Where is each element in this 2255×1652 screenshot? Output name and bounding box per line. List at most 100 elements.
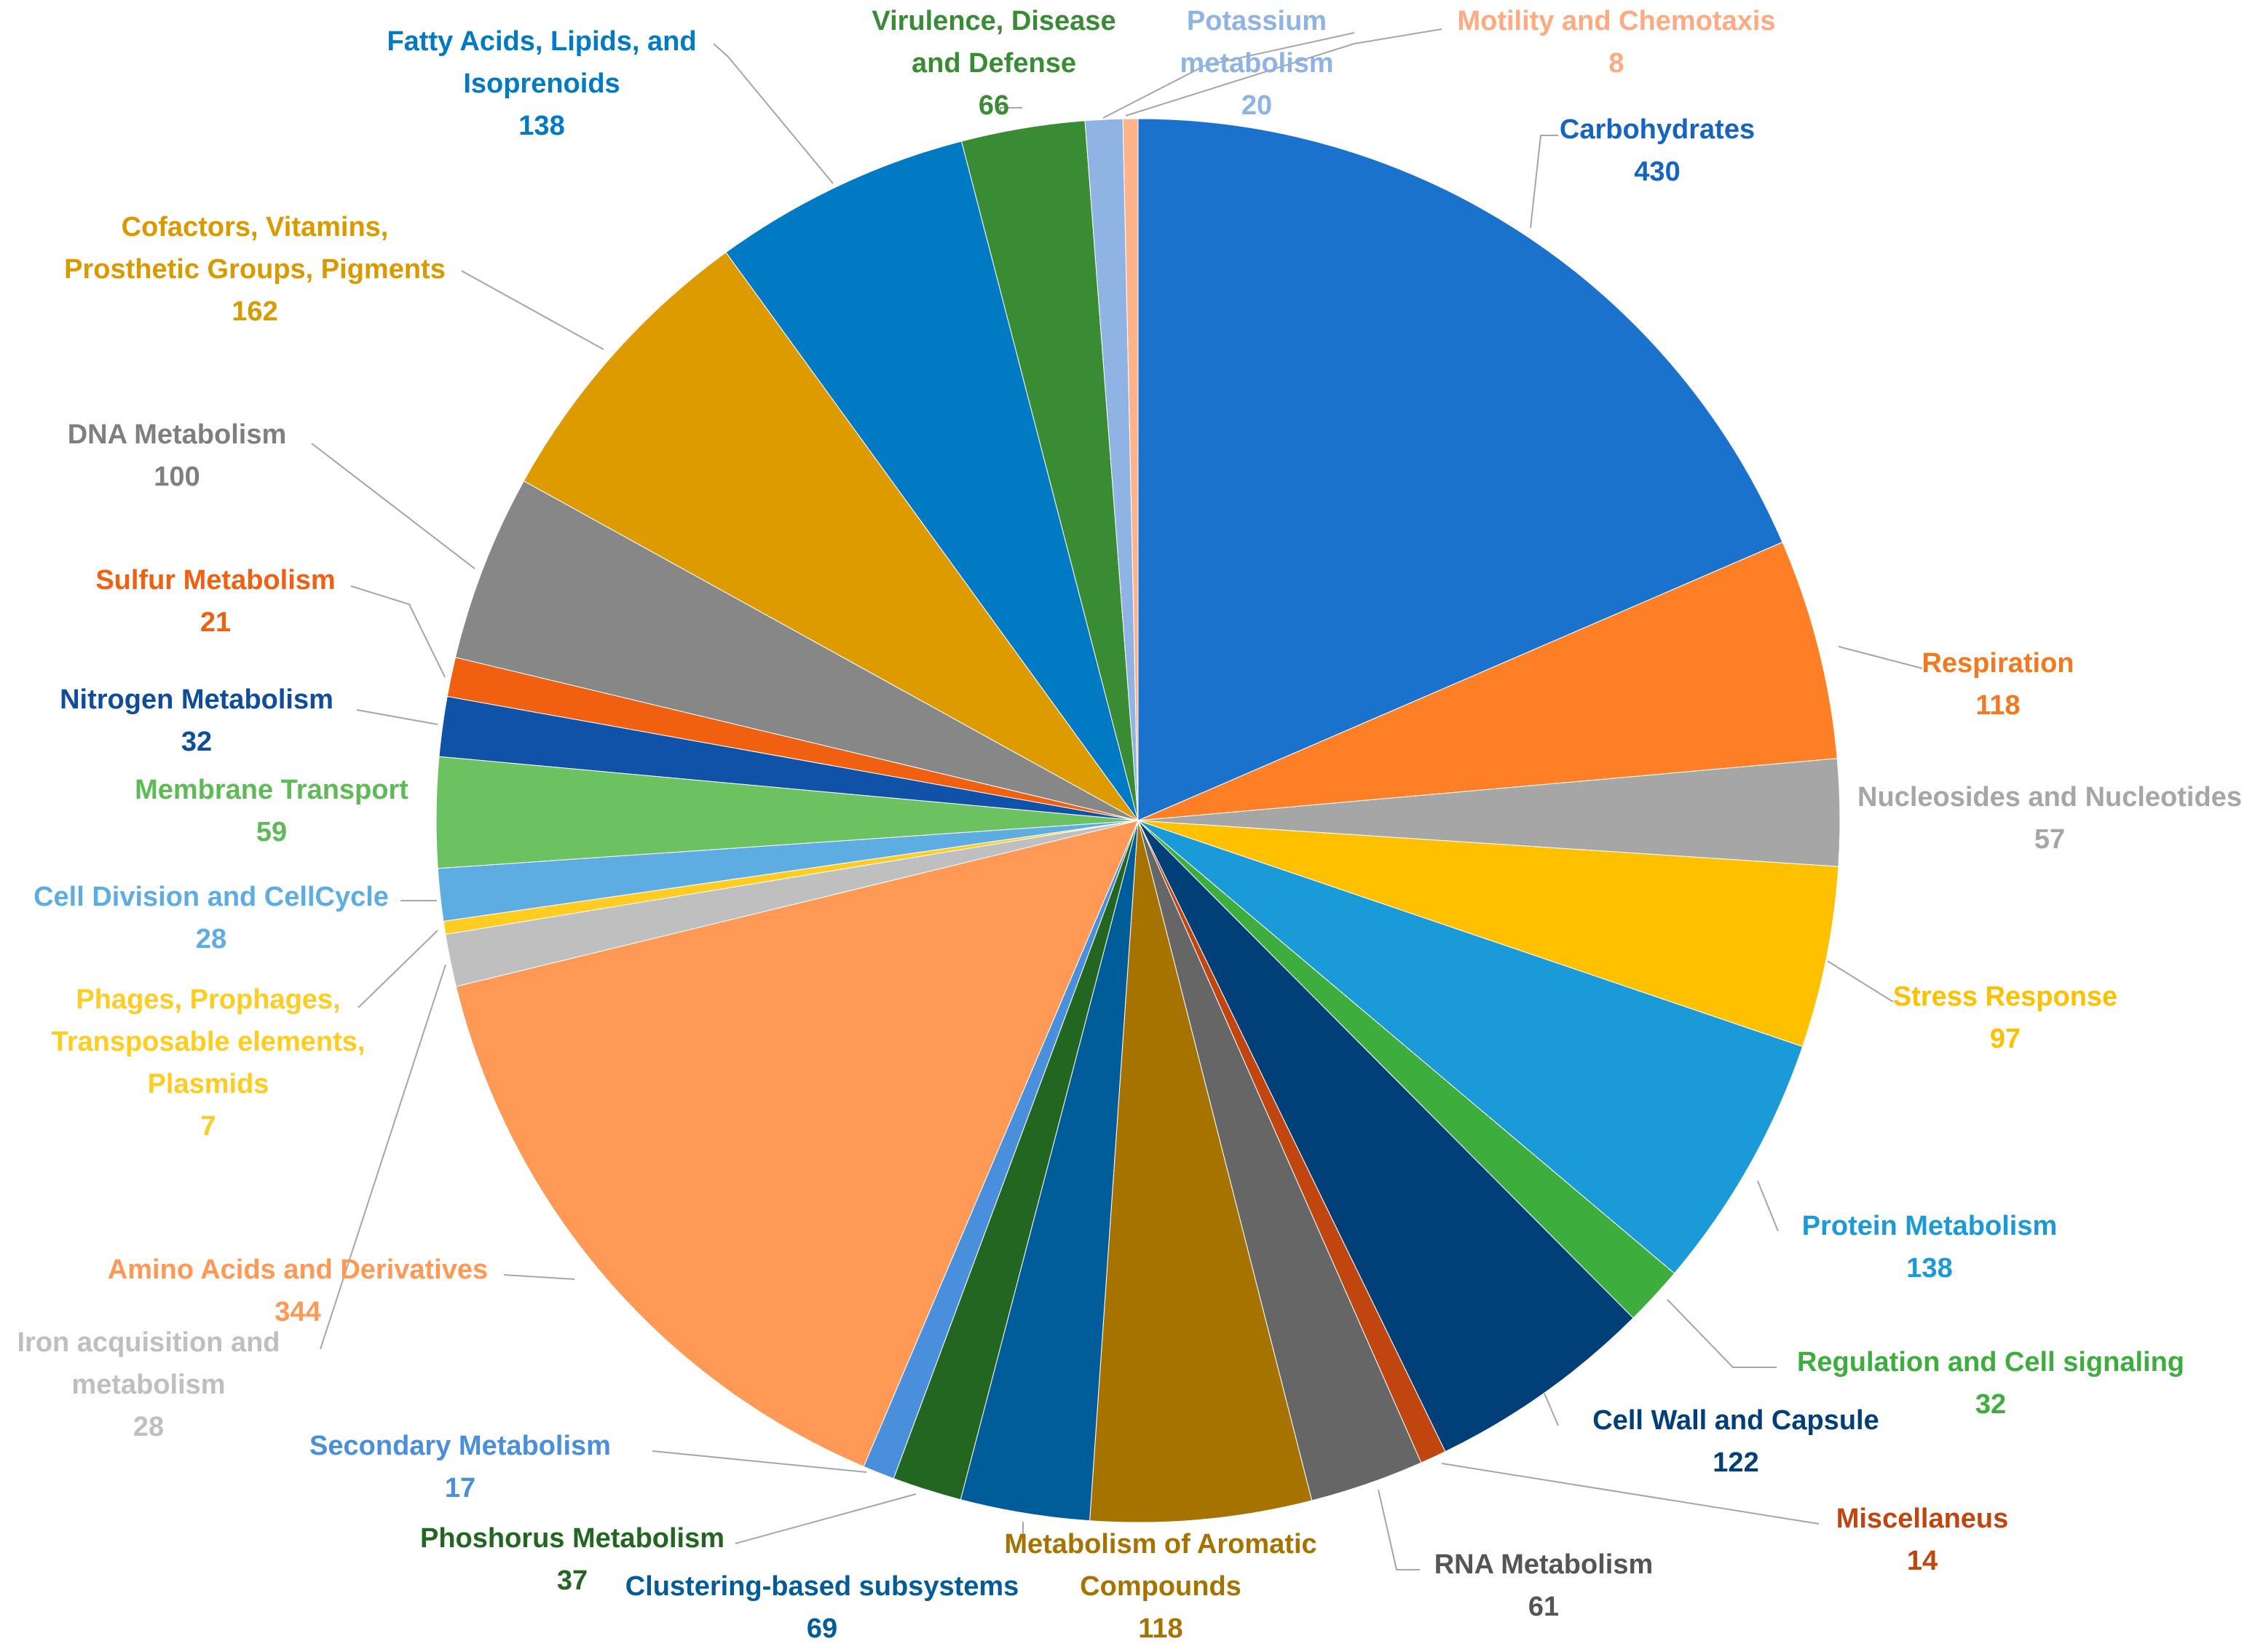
slice-label: Protein Metabolism 138 (1802, 1211, 2058, 1284)
pie-slice (725, 141, 1139, 821)
slice-label: Nitrogen Metabolism 32 (60, 684, 333, 757)
slice-name: Carbohydrates (1560, 114, 1755, 145)
pie-slice (1137, 820, 1839, 1048)
slice-name: Respiration (1922, 648, 2074, 679)
slice-label: Amino Acids and Derivatives 344 (108, 1254, 488, 1327)
leader-line (1530, 135, 1558, 229)
slice-value: 32 (1975, 1389, 2006, 1420)
slice-value: 57 (2034, 824, 2065, 855)
leader-line (1838, 646, 1923, 669)
slice-value: 32 (181, 727, 212, 757)
slice-value: 97 (1990, 1024, 2021, 1054)
pie-slice (1122, 118, 1139, 821)
slice-name: Virulence, Disease (872, 6, 1115, 36)
slice-name: Cell Division and CellCycle (33, 882, 389, 912)
slice-label: Respiration 118 (1922, 648, 2074, 721)
leader-line (461, 270, 604, 350)
slice-name: Prosthetic Groups, Pigments (64, 254, 446, 285)
slice-name: RNA Metabolism (1434, 1549, 1654, 1580)
slice-label: Membrane Transport 59 (135, 775, 408, 847)
slice-name: Sulfur Metabolism (95, 565, 335, 596)
slice-name: Isoprenoids (463, 68, 620, 99)
pie-slice (1137, 118, 1783, 821)
slice-name: metabolism (1180, 48, 1333, 79)
slice-name: Nitrogen Metabolism (60, 684, 333, 715)
slice-name: Compounds (1080, 1571, 1241, 1602)
slice-label: Secondary Metabolism 17 (309, 1431, 611, 1503)
leader-line (503, 1274, 575, 1280)
slice-label: Cell Wall and Capsule 122 (1592, 1405, 1879, 1478)
slice-value: 37 (557, 1565, 588, 1596)
slice-value: 7 (200, 1111, 216, 1142)
slice-name: Motility and Chemotaxis (1457, 6, 1775, 36)
slice-label: Clustering-based subsystems 69 (625, 1571, 1019, 1644)
leader-line (1000, 107, 1022, 114)
slice-name: Fatty Acids, Lipids, and (387, 26, 696, 57)
slice-label: Cell Division and CellCycle 28 (33, 882, 389, 955)
pie-slice (1137, 820, 1804, 1274)
slice-name: Regulation and Cell signaling (1797, 1347, 2184, 1378)
pie-slice (1137, 820, 1634, 1453)
slice-value: 118 (1975, 690, 2020, 721)
leader-line (350, 585, 446, 678)
slice-label: DNA Metabolism 100 (68, 419, 287, 492)
slice-value: 28 (133, 1412, 164, 1442)
slice-name: Secondary Metabolism (309, 1431, 611, 1461)
slice-value: 344 (275, 1297, 320, 1327)
slice-name: Metabolism of Aromatic (1004, 1529, 1316, 1560)
pie-slice (1089, 820, 1313, 1523)
leader-line (713, 43, 834, 184)
slice-value: 20 (1241, 90, 1272, 121)
pie-slice (455, 820, 1139, 1467)
pie-slice (523, 251, 1139, 821)
slice-name: Clustering-based subsystems (625, 1571, 1019, 1602)
pie-slice (1137, 542, 1838, 821)
slice-label: Phoshorus Metabolism 37 (420, 1523, 724, 1596)
slice-label: Iron acquisition and metabolism 28 (17, 1327, 280, 1442)
slice-label: Virulence, Disease and Defense 66 (872, 6, 1115, 121)
slice-value: 100 (154, 462, 200, 492)
slice-value: 66 (979, 90, 1009, 121)
slice-value: 162 (232, 296, 277, 327)
pie-slice (454, 480, 1139, 821)
slice-label: Motility and Chemotaxis 8 (1457, 6, 1775, 79)
slice-value: 28 (196, 924, 226, 955)
slice-name: Protein Metabolism (1802, 1211, 2058, 1241)
slice-name: Iron acquisition and (17, 1327, 280, 1358)
slice-value: 61 (1528, 1592, 1559, 1622)
slice-name: Stress Response (1893, 981, 2117, 1012)
leader-line (652, 1450, 867, 1473)
slice-label: Regulation and Cell signaling 32 (1797, 1347, 2184, 1420)
leader-line (1378, 1489, 1420, 1570)
slice-value: 14 (1907, 1546, 1938, 1576)
slice-labels: Carbohydrates 430 Respiration 118 Nucleoside… (17, 6, 2241, 1644)
slice-label: Stress Response 97 (1893, 981, 2117, 1054)
slice-name: and Defense (912, 48, 1076, 79)
slice-value: 21 (200, 607, 231, 638)
slice-label: Nucleosides and Nucleotides 57 (1857, 782, 2242, 855)
leader-line (1827, 960, 1894, 1003)
slice-label: RNA Metabolism 61 (1434, 1549, 1654, 1622)
slice-value: 138 (518, 111, 564, 141)
leader-line (735, 1493, 917, 1544)
slice-name: Cell Wall and Capsule (1592, 1405, 1879, 1436)
pie-slices (435, 118, 1841, 1523)
slice-label: Miscellaneus 14 (1836, 1503, 2009, 1576)
slice-label: Phages, Prophages, Transposable elements,… (52, 984, 366, 1142)
leader-line (311, 443, 475, 569)
leader-line (1102, 32, 1355, 119)
leader-line (320, 964, 446, 1350)
slice-value: 59 (256, 817, 287, 847)
slice-name: Amino Acids and Derivatives (108, 1254, 488, 1285)
leader-line (356, 709, 438, 725)
leader-line (358, 930, 438, 1008)
leader-line (1125, 28, 1442, 116)
slice-value: 118 (1138, 1613, 1182, 1644)
leader-line (1667, 1299, 1777, 1368)
slice-value: 430 (1634, 157, 1680, 187)
leader-line (1757, 1180, 1779, 1232)
slice-name: Phages, Prophages, (76, 984, 340, 1015)
slice-value: 69 (807, 1613, 837, 1644)
slice-value: 122 (1713, 1447, 1758, 1478)
